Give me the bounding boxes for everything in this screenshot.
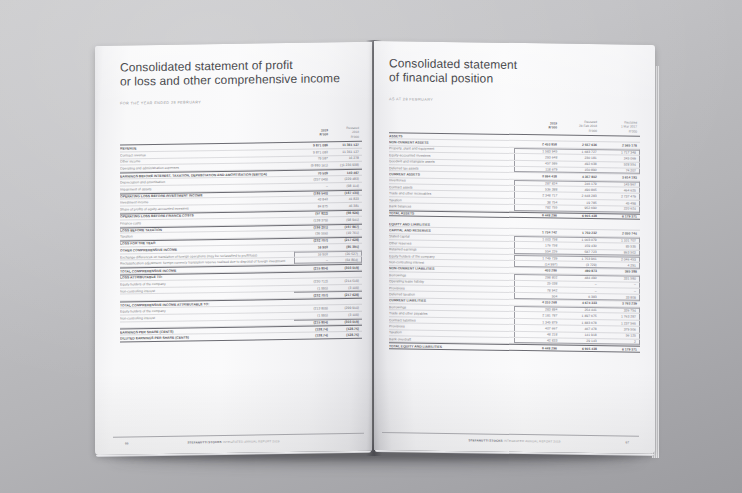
left-page-subtitle: FOR THE YEAR ENDED 28 FEBRUARY — [120, 98, 362, 106]
desk-background: Consolidated statement of profitor loss … — [0, 0, 742, 493]
left-page-title: Consolidated statement of profitor loss … — [120, 58, 362, 89]
right-footer-text: STEFANUTTI STOCKS INTEGRATED ANNUAL REPO… — [374, 437, 655, 445]
profit-loss-table: 2019 R'000Restated 2018 R'000REVENUE9 87… — [120, 126, 362, 343]
right-page-title: Consolidated statementof financial posit… — [389, 57, 640, 88]
right-footer-rule — [382, 432, 639, 437]
left-footer-text: STEFANUTTI STOCKS INTEGRATED ANNUAL REPO… — [95, 437, 372, 445]
right-page-subtitle: AS AT 28 FEBRUARY — [389, 97, 640, 105]
open-book: Consolidated statement of profitor loss … — [95, 46, 655, 455]
page-right-financial-position: Consolidated statementof financial posit… — [374, 41, 655, 454]
page-left-profit-loss: Consolidated statement of profitor loss … — [95, 42, 372, 455]
financial-position-table: 2019 R'000Restated 28 Feb 2018 R'000Rest… — [389, 117, 640, 352]
